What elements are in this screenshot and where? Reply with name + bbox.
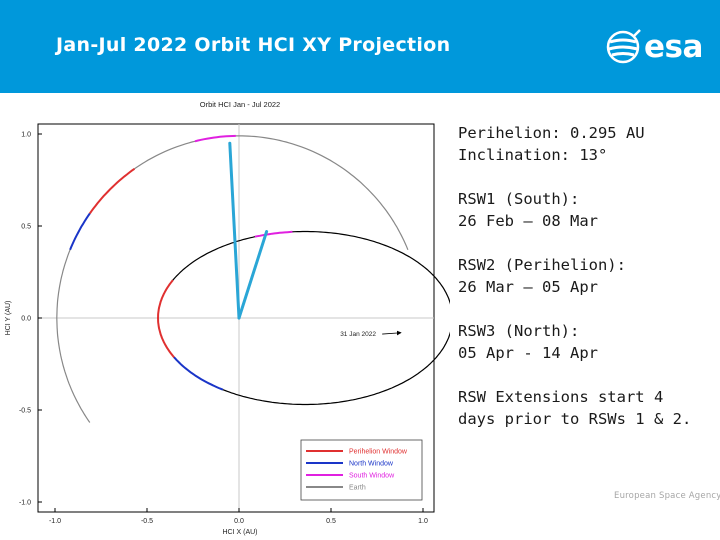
note-rsw3: RSW3 (North): 05 Apr - 14 Apr [458, 322, 598, 362]
perihelion-window-segment [156, 279, 175, 358]
x-tick-label: 1.0 [418, 518, 428, 525]
orbit-chart: Orbit HCI Jan - Jul 2022 HCI X (AU) HCI … [5, 100, 450, 536]
y-tick-label: -1.0 [19, 500, 31, 507]
north-window-segment [69, 212, 91, 251]
y-tick-label: -0.5 [19, 408, 31, 415]
x-axis-label: HCI X (AU) [223, 529, 258, 536]
south-window-segment [194, 134, 236, 143]
south-window-segment [254, 230, 293, 238]
y-tick-label: 0.0 [21, 316, 31, 323]
y-tick-label: 0.5 [21, 224, 31, 231]
chart-title: Orbit HCI Jan - Jul 2022 [200, 100, 280, 109]
legend-label: North Window [349, 461, 394, 468]
notes-panel: Perihelion: 0.295 AU Inclination: 13° RS… [458, 122, 716, 452]
earth-orbit-line [56, 135, 409, 423]
line-of-sight-1 [228, 141, 241, 320]
note-rsw1: RSW1 (South): 26 Feb – 08 Mar [458, 190, 598, 230]
x-tick-label: -1.0 [49, 518, 61, 525]
legend-label: Earth [349, 485, 366, 492]
x-tick-label: 0.5 [326, 518, 336, 525]
y-tick-label: 1.0 [21, 132, 31, 139]
perihelion-window-segment [88, 167, 136, 215]
title-bar: Jan-Jul 2022 Orbit HCI XY Projection esa [0, 0, 720, 93]
north-window-segment [173, 356, 224, 391]
x-tick-label: 0.0 [234, 518, 244, 525]
x-tick-label: -0.5 [141, 518, 153, 525]
slide-title: Jan-Jul 2022 Orbit HCI XY Projection [56, 34, 451, 56]
annotation-label: 31 Jan 2022 [340, 331, 376, 338]
y-axis-label: HCI Y (AU) [5, 301, 12, 336]
note-perihelion: Perihelion: 0.295 AU Inclination: 13° [458, 124, 645, 164]
line-of-sight-2 [237, 230, 269, 320]
logo-text: esa [644, 29, 703, 65]
note-rsw2: RSW2 (Perihelion): 26 Mar – 05 Apr [458, 256, 626, 296]
esa-logo: esa [604, 28, 704, 66]
note-extensions: RSW Extensions start 4 days prior to RSW… [458, 388, 692, 428]
agency-footer: European Space Agency [614, 491, 720, 501]
legend-label: Perihelion Window [349, 449, 408, 456]
annotation-arrow [382, 330, 402, 336]
legend-label: South Window [349, 473, 395, 480]
esa-globe-icon [606, 29, 641, 64]
